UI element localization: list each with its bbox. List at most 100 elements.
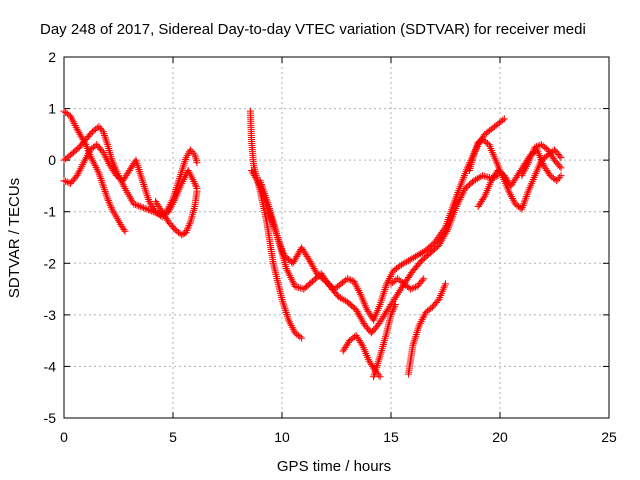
y-tick-label: 2 <box>48 49 56 65</box>
data-point <box>287 273 295 281</box>
data-point <box>456 195 464 203</box>
data-point <box>518 205 526 213</box>
data-point <box>99 180 107 188</box>
data-point <box>556 162 564 170</box>
data-point <box>407 285 415 293</box>
data-point <box>106 148 114 156</box>
data-point <box>345 275 353 283</box>
data-point <box>102 189 110 197</box>
data-point <box>298 285 306 293</box>
data-point <box>298 334 306 342</box>
data-point <box>387 311 395 319</box>
data-point <box>347 276 355 284</box>
data-point <box>410 338 418 346</box>
data-point <box>381 286 389 294</box>
data-point <box>179 165 187 173</box>
data-point <box>142 188 150 196</box>
data-point <box>518 203 526 211</box>
data-point <box>193 159 201 167</box>
data-point <box>479 172 487 180</box>
data-point <box>523 191 531 199</box>
data-point <box>137 173 145 181</box>
data-point <box>179 163 187 171</box>
data-point <box>188 212 196 220</box>
data-point <box>443 227 451 235</box>
data-point <box>193 187 201 195</box>
data-point <box>186 146 194 154</box>
data-point <box>120 226 128 234</box>
data-point <box>288 277 296 285</box>
data-point <box>378 344 386 352</box>
data-point <box>185 221 193 229</box>
data-point <box>101 133 109 141</box>
y-tick-label: -3 <box>44 307 57 323</box>
data-point <box>370 371 378 379</box>
data-point <box>105 145 113 153</box>
data-point <box>141 184 149 192</box>
data-point <box>178 167 186 175</box>
data-point <box>391 301 399 309</box>
data-point <box>381 335 389 343</box>
data-point <box>556 152 564 160</box>
data-point <box>522 193 530 201</box>
data-point <box>382 331 390 339</box>
data-point <box>380 289 388 297</box>
data-point <box>520 200 528 208</box>
data-point <box>141 186 149 194</box>
data-point <box>420 275 428 283</box>
data-point <box>375 356 383 364</box>
data-point <box>273 232 281 240</box>
x-tick-label: 25 <box>601 429 617 445</box>
data-point <box>140 204 148 212</box>
x-axis-label: GPS time / hours <box>277 458 391 475</box>
data-point <box>499 116 507 124</box>
data-point <box>531 143 539 151</box>
data-point <box>285 270 293 278</box>
data-point <box>143 205 151 213</box>
data-point <box>411 334 419 342</box>
data-point <box>293 283 301 291</box>
data-point <box>427 304 435 312</box>
data-point <box>141 204 149 212</box>
data-point <box>190 204 198 212</box>
data-point <box>378 293 386 301</box>
y-tick-label: -1 <box>44 204 57 220</box>
data-point <box>184 225 192 233</box>
data-point <box>284 268 292 276</box>
data-point <box>106 200 114 208</box>
data-point <box>97 175 105 183</box>
data-point <box>382 333 390 341</box>
data-point <box>180 159 188 167</box>
data-point <box>454 199 462 207</box>
data-point <box>97 176 105 184</box>
data-point <box>374 358 382 366</box>
data-point <box>62 177 70 185</box>
data-point <box>380 339 388 347</box>
data-point <box>482 173 490 181</box>
data-point <box>458 192 466 200</box>
data-point <box>177 169 185 177</box>
data-point <box>291 282 299 290</box>
y-tick-label: 1 <box>48 101 56 117</box>
data-point <box>107 202 115 210</box>
data-point <box>554 175 562 183</box>
data-point <box>296 333 304 341</box>
chart-title: Day 248 of 2017, Sidereal Day-to-day VTE… <box>40 21 586 38</box>
data-point <box>380 337 388 345</box>
data-point <box>343 275 351 283</box>
x-tick-label: 10 <box>274 429 290 445</box>
data-point <box>378 346 386 354</box>
data-point <box>143 190 151 198</box>
data-point <box>170 224 178 232</box>
y-axis-label: SDTVAR / TECUs <box>6 178 23 298</box>
data-point <box>418 276 426 284</box>
data-point <box>186 220 194 228</box>
data-point <box>130 200 138 208</box>
data-point <box>281 305 289 313</box>
data-point <box>380 287 388 295</box>
data-point <box>410 284 418 292</box>
data-point <box>480 172 488 180</box>
data-point <box>140 181 148 189</box>
data-point <box>136 169 144 177</box>
data-point <box>189 149 197 157</box>
